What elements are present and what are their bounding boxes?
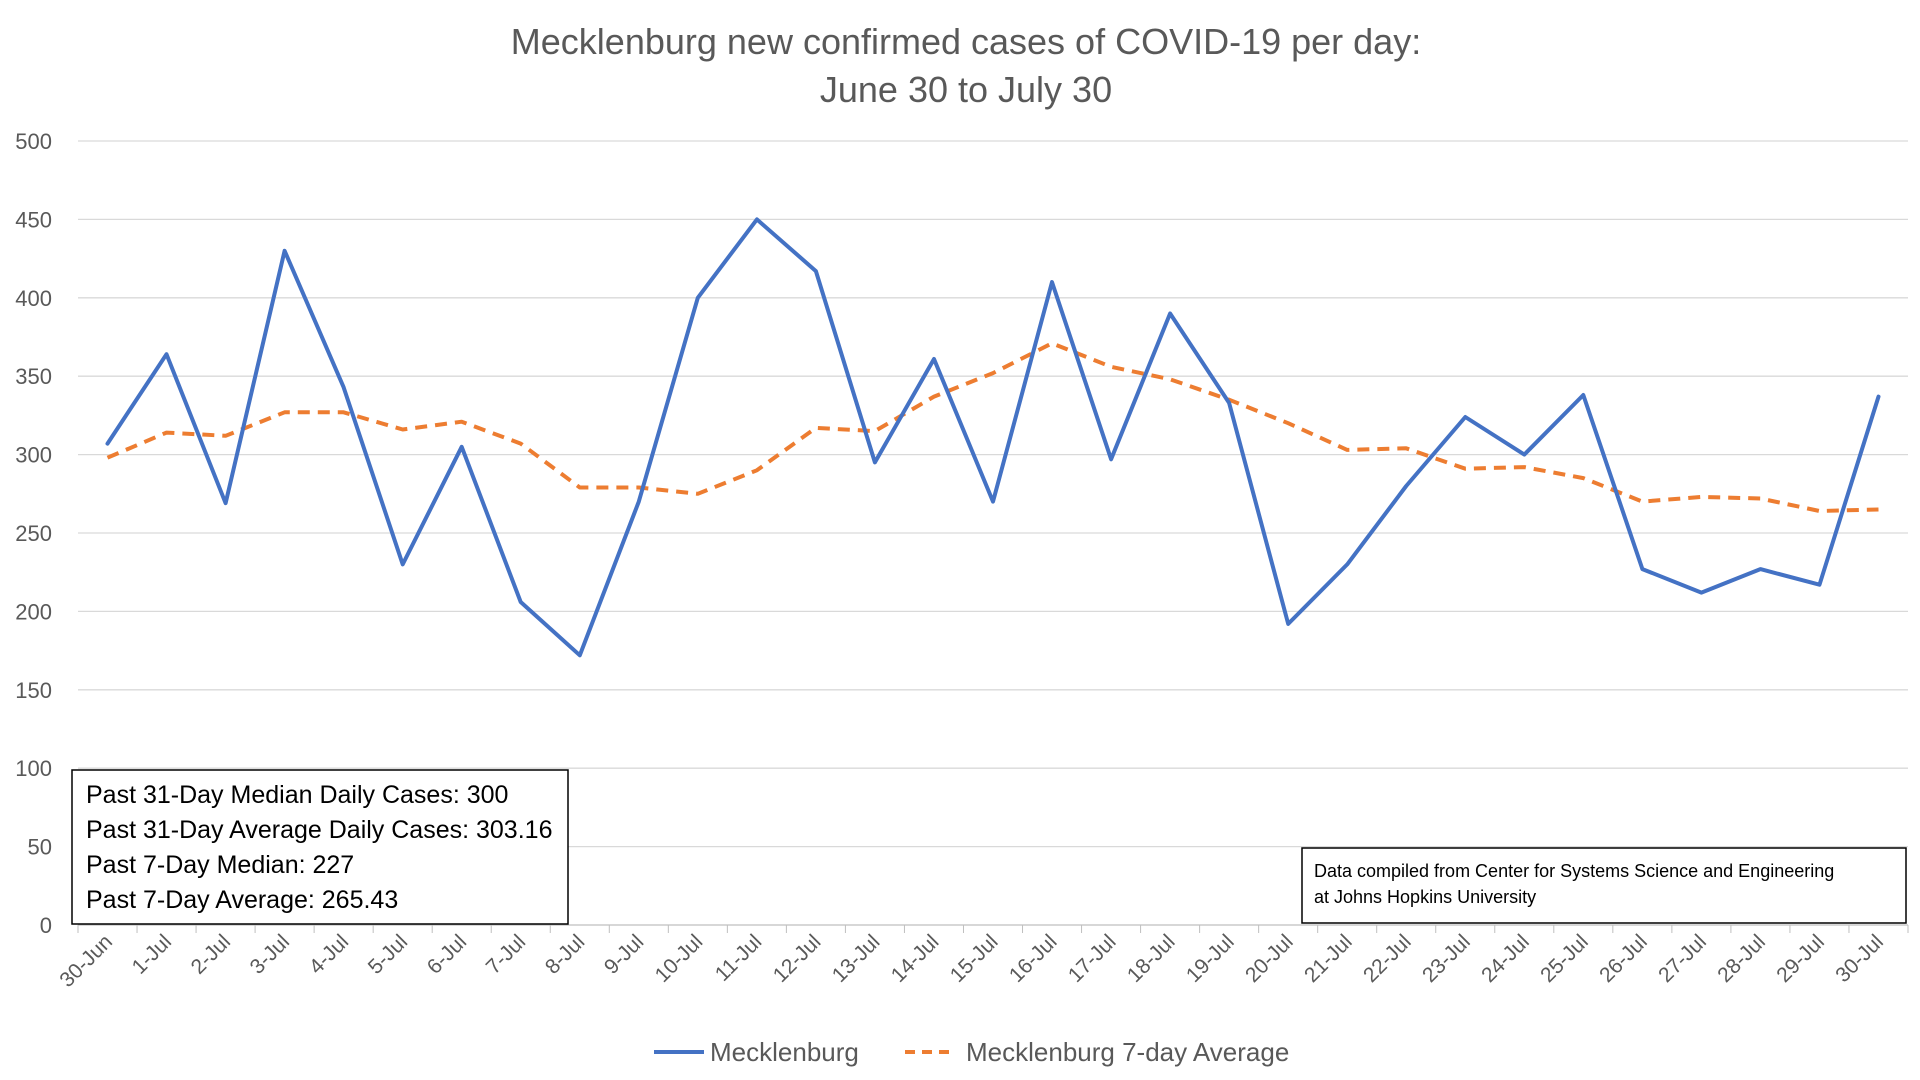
x-tick-label: 20-Jul [1241,930,1298,987]
x-tick-label: 19-Jul [1182,930,1239,987]
series-line-mecklenburg [105,217,1881,658]
x-tick-label: 17-Jul [1064,930,1121,987]
y-tick-label: 450 [15,207,52,232]
x-axis-ticks: 30-Jun 1-Jul 2-Jul 3-Jul 4-Jul 5-Jul 6-Jul 7-Ju… [55,925,1909,992]
x-tick-label: 10-Jul [651,930,708,987]
legend-label-mecklenburg: Mecklenburg [710,1037,859,1067]
stats-line-1: Past 31-Day Median Daily Cases: 300 [86,781,508,809]
x-tick-label: 12-Jul [769,930,826,987]
x-tick-label: 6-Jul [423,930,471,978]
chart-title-line-1: Mecklenburg new confirmed cases of COVID… [511,21,1421,62]
series-line-7day-average [106,341,1879,513]
x-tick-label: 9-Jul [600,930,648,978]
source-note-border [1301,847,1907,924]
x-tick-label: 22-Jul [1359,930,1416,987]
x-tick-label: 29-Jul [1772,930,1829,987]
x-tick-label: 25-Jul [1536,930,1593,987]
x-tick-label: 1-Jul [128,930,176,978]
y-tick-label: 0 [40,913,52,938]
y-tick-label: 150 [15,678,52,703]
x-tick-label: 30-Jun [55,930,117,992]
y-tick-label: 50 [28,835,52,860]
y-tick-label: 500 [15,129,52,154]
x-tick-label: 3-Jul [246,930,294,978]
y-tick-label: 350 [15,364,52,389]
stats-line-2: Past 31-Day Average Daily Cases: 303.16 [86,816,552,844]
x-tick-label: 11-Jul [711,930,767,986]
y-tick-label: 100 [15,756,52,781]
y-tick-label: 200 [15,599,52,624]
source-note-line-2: at Johns Hopkins University [1314,887,1536,907]
stats-box: Past 31-Day Median Daily Cases: 300 Past… [71,769,569,925]
source-note-line-1: Data compiled from Center for Systems Sc… [1314,861,1834,881]
x-tick-label: 18-Jul [1123,930,1180,987]
stats-line-4: Past 7-Day Average: 265.43 [86,886,398,914]
x-tick-label: 7-Jul [482,930,530,978]
y-tick-label: 300 [15,443,52,468]
y-axis-ticks: 0 50 100 150 200 250 300 350 400 450 500 [15,129,52,938]
x-tick-label: 15-Jul [946,930,1003,987]
x-tick-label: 2-Jul [187,930,235,978]
legend-label-7day-average: Mecklenburg 7-day Average [966,1037,1289,1067]
x-tick-label: 5-Jul [364,930,412,978]
source-note: Data compiled from Center for Systems Sc… [1301,847,1907,924]
x-tick-label: 16-Jul [1005,930,1062,987]
x-tick-label: 8-Jul [541,930,589,978]
x-tick-label: 23-Jul [1418,930,1475,987]
x-tick-label: 14-Jul [887,930,944,987]
x-tick-label: 21-Jul [1300,930,1357,987]
series-lines [105,217,1881,658]
x-tick-label: 4-Jul [305,930,353,978]
stats-line-3: Past 7-Day Median: 227 [86,851,354,879]
x-tick-label: 26-Jul [1595,930,1652,987]
x-tick-label: 30-Jul [1831,930,1888,987]
stats-box-border [71,769,569,925]
y-tick-label: 400 [15,286,52,311]
legend: Mecklenburg Mecklenburg 7-day Average [654,1037,1289,1067]
x-tick-label: 27-Jul [1654,930,1711,987]
x-tick-label: 28-Jul [1713,930,1770,987]
y-tick-label: 250 [15,521,52,546]
x-tick-label: 24-Jul [1477,930,1534,987]
chart-title-line-2: June 30 to July 30 [820,69,1112,110]
x-tick-label: 13-Jul [828,930,885,987]
